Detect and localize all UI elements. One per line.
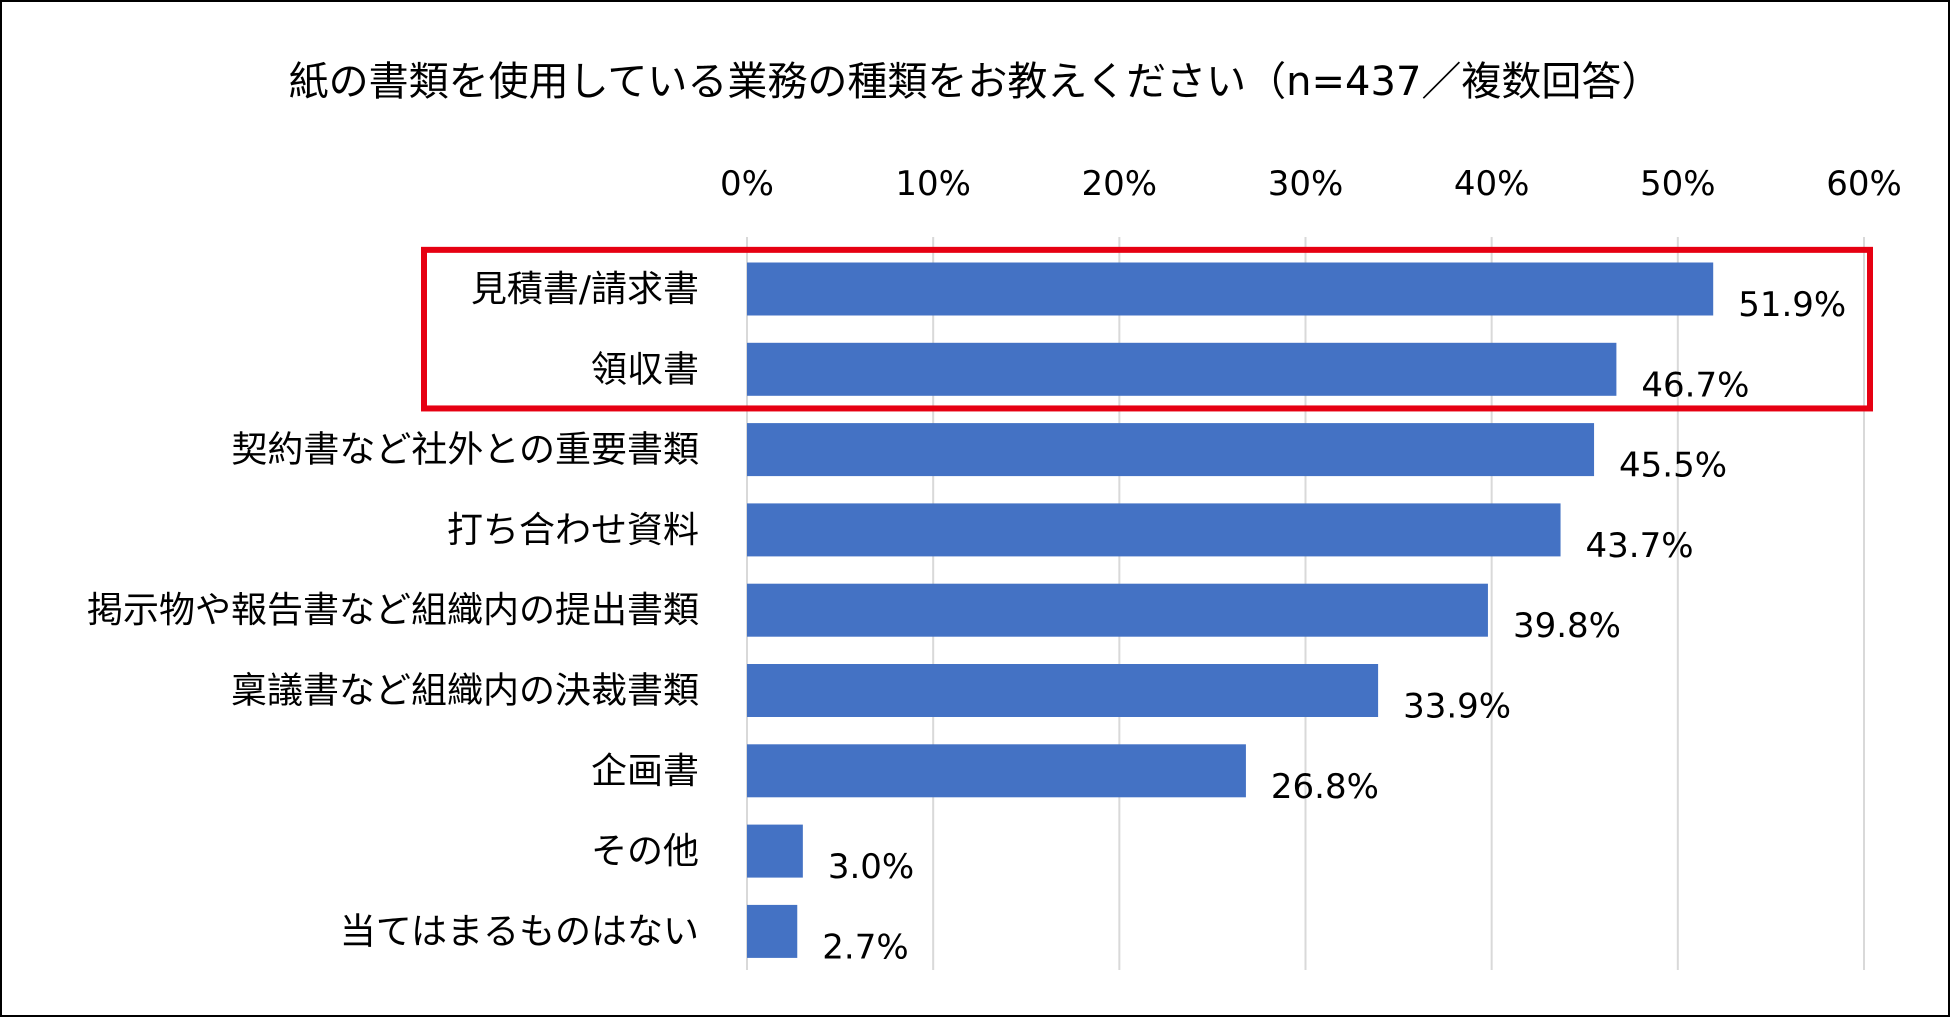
value-label: 26.8% <box>1271 767 1379 807</box>
value-label: 2.7% <box>822 927 908 967</box>
category-labels: 見積書/請求書領収書契約書など社外との重要書類打ち合わせ資料掲示物や報告書など組… <box>87 269 699 952</box>
category-label: 稟議書など組織内の決裁書類 <box>231 671 699 712</box>
value-label: 3.0% <box>828 847 914 887</box>
x-tick-label: 0% <box>720 164 774 204</box>
bars <box>747 262 1714 958</box>
value-label: 51.9% <box>1738 285 1846 325</box>
x-tick-label: 40% <box>1454 164 1530 204</box>
highlight-box <box>421 246 1873 412</box>
bar <box>747 342 1617 396</box>
bar <box>747 583 1488 637</box>
category-label: 見積書/請求書 <box>471 269 699 310</box>
value-label: 33.9% <box>1403 687 1511 727</box>
value-label: 45.5% <box>1619 446 1727 486</box>
x-tick-label: 60% <box>1826 164 1902 204</box>
category-label: 企画書 <box>591 751 699 792</box>
category-label: 掲示物や報告書など組織内の提出書類 <box>87 590 699 631</box>
x-axis-ticks: 0% 10% 20% 30% 40% 50% 60% <box>720 164 1902 204</box>
value-label: 39.8% <box>1513 606 1621 646</box>
category-label: 契約書など社外との重要書類 <box>231 430 699 471</box>
bar <box>747 423 1595 477</box>
x-tick-label: 30% <box>1268 164 1344 204</box>
bar <box>747 262 1714 316</box>
value-label: 46.7% <box>1641 365 1749 405</box>
x-tick-label: 50% <box>1640 164 1716 204</box>
bar <box>747 824 803 878</box>
chart-title: 紙の書類を使用している業務の種類をお教えください（n=437／複数回答） <box>289 59 1662 105</box>
x-tick-label: 20% <box>1082 164 1158 204</box>
category-label: 領収書 <box>591 349 699 390</box>
category-label: 当てはまるものはない <box>340 911 699 952</box>
value-label: 43.7% <box>1586 526 1694 566</box>
bar <box>747 904 798 958</box>
bar <box>747 664 1379 717</box>
x-tick-label: 10% <box>895 164 971 204</box>
category-label: 打ち合わせ資料 <box>447 510 699 551</box>
category-label: その他 <box>591 831 699 872</box>
bar <box>747 503 1561 557</box>
value-labels: 51.9% 46.7% 45.5% 43.7% 39.8% 33.9% 26.8% 3.0% 2… <box>822 285 1846 967</box>
bar <box>747 744 1246 798</box>
